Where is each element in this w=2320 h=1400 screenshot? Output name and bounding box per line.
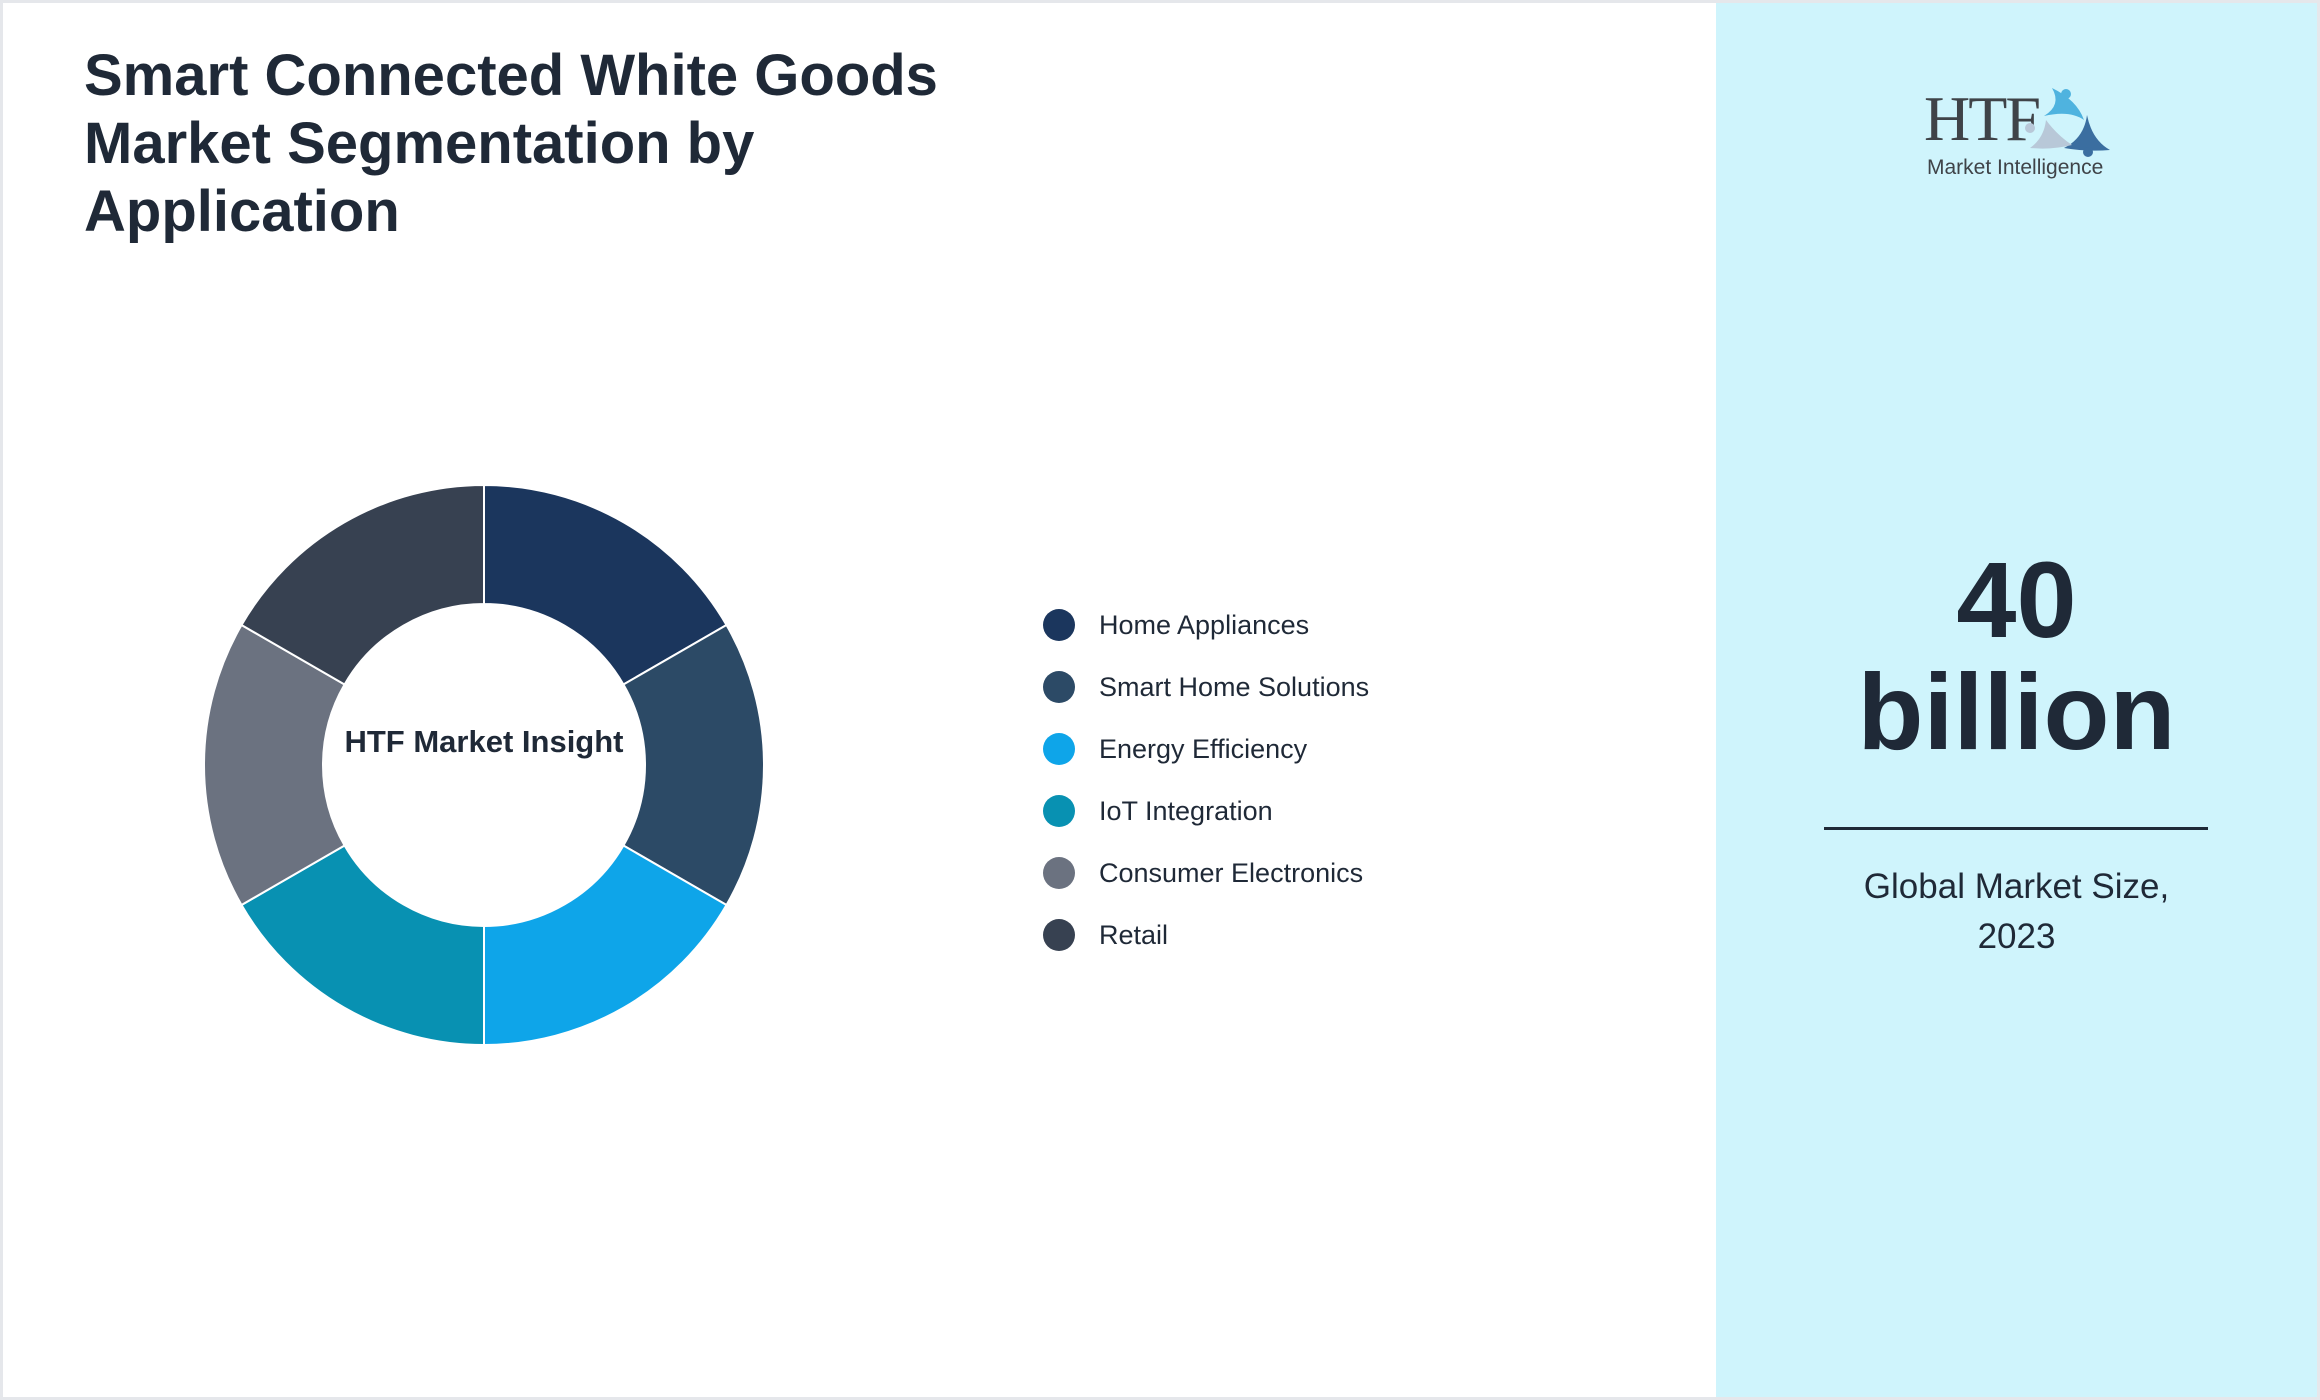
legend-label: IoT Integration xyxy=(1099,795,1273,826)
chart-title: Smart Connected White Goods Market Segme… xyxy=(84,43,938,244)
market-size-caption: Global Market Size, 2023 xyxy=(1716,862,2317,962)
legend-item[interactable]: Smart Home Solutions xyxy=(1043,656,1369,718)
divider xyxy=(1824,827,2208,830)
donut-slice-home-appliances[interactable] xyxy=(483,483,728,686)
donut-center-label: HTF Market Insight xyxy=(344,724,624,759)
logo-text: HTF xyxy=(1924,83,2041,154)
caption-text: Global Market Size, 2023 xyxy=(1863,867,2170,956)
legend-swatch xyxy=(1043,795,1075,827)
market-size-panel xyxy=(1716,3,2317,1397)
legend-label: Energy Efficiency xyxy=(1099,733,1308,764)
donut-slice-energy-efficiency[interactable] xyxy=(483,844,728,1047)
legend-item[interactable]: Consumer Electronics xyxy=(1043,842,1369,904)
logo-subtext: Market Intelligence xyxy=(1927,156,2104,179)
logo-figures-icon xyxy=(2025,88,2110,157)
legend-label: Consumer Electronics xyxy=(1099,857,1364,888)
chart-legend: Home Appliances Smart Home Solutions Energ… xyxy=(1043,594,1369,966)
donut-slice-retail[interactable] xyxy=(240,483,485,686)
legend-label: Home Appliances xyxy=(1099,609,1310,640)
legend-swatch xyxy=(1043,919,1075,951)
legend-swatch xyxy=(1043,857,1075,889)
htf-logo: HTF Market Intelligence xyxy=(1922,80,2112,185)
donut-slice-iot-integration[interactable] xyxy=(240,844,485,1047)
donut-chart xyxy=(203,483,765,1047)
donut-slice-consumer-electronics[interactable] xyxy=(203,623,346,907)
legend-item[interactable]: Retail xyxy=(1043,904,1369,966)
legend-item[interactable]: Home Appliances xyxy=(1043,594,1369,656)
legend-item[interactable]: IoT Integration xyxy=(1043,780,1369,842)
legend-label: Retail xyxy=(1099,919,1169,950)
legend-swatch xyxy=(1043,733,1075,765)
legend-swatch xyxy=(1043,671,1075,703)
donut-slice-smart-home-solutions[interactable] xyxy=(622,623,765,907)
legend-item[interactable]: Energy Efficiency xyxy=(1043,718,1369,780)
legend-swatch xyxy=(1043,609,1075,641)
market-size-unit: billion xyxy=(1857,651,2176,772)
market-size-value: 40 xyxy=(1956,539,2077,660)
legend-label: Smart Home Solutions xyxy=(1099,671,1370,702)
